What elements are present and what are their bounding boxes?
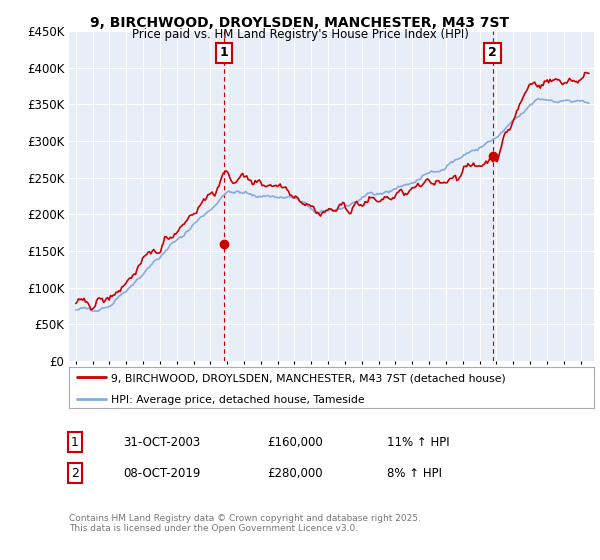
Text: 2: 2 <box>488 46 497 59</box>
Text: HPI: Average price, detached house, Tameside: HPI: Average price, detached house, Tame… <box>111 395 365 405</box>
Text: 9, BIRCHWOOD, DROYLSDEN, MANCHESTER, M43 7ST (detached house): 9, BIRCHWOOD, DROYLSDEN, MANCHESTER, M43… <box>111 374 506 383</box>
Text: 1: 1 <box>71 436 79 449</box>
Text: 31-OCT-2003: 31-OCT-2003 <box>123 436 200 449</box>
Text: Contains HM Land Registry data © Crown copyright and database right 2025.
This d: Contains HM Land Registry data © Crown c… <box>69 514 421 534</box>
Text: £160,000: £160,000 <box>267 436 323 449</box>
Text: 8% ↑ HPI: 8% ↑ HPI <box>387 466 442 480</box>
Text: 2: 2 <box>71 466 79 480</box>
Text: 1: 1 <box>220 46 229 59</box>
Text: 08-OCT-2019: 08-OCT-2019 <box>123 466 200 480</box>
Text: 11% ↑ HPI: 11% ↑ HPI <box>387 436 449 449</box>
Text: £280,000: £280,000 <box>267 466 323 480</box>
Text: 9, BIRCHWOOD, DROYLSDEN, MANCHESTER, M43 7ST: 9, BIRCHWOOD, DROYLSDEN, MANCHESTER, M43… <box>91 16 509 30</box>
Text: Price paid vs. HM Land Registry's House Price Index (HPI): Price paid vs. HM Land Registry's House … <box>131 28 469 41</box>
